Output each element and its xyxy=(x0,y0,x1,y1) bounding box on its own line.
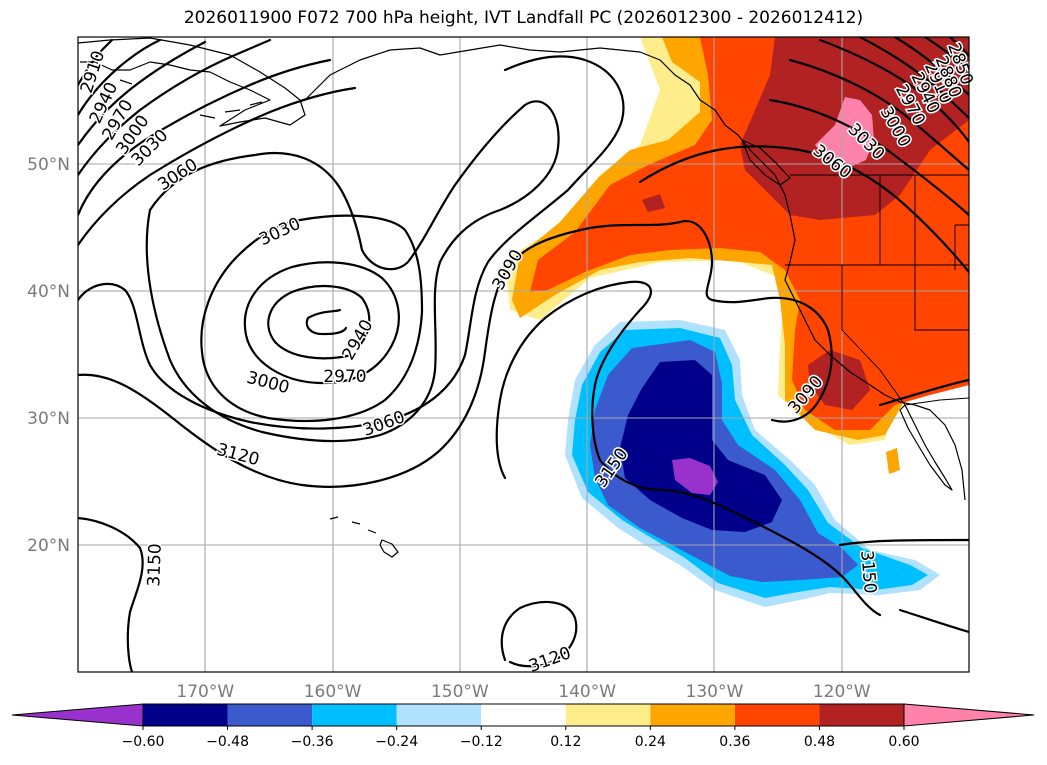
y-tick-label: 20°N xyxy=(27,536,70,556)
x-tick-label: 150°W xyxy=(431,682,489,702)
shade-pos-red-small xyxy=(642,194,665,212)
colorbar-tick-label: −0.12 xyxy=(460,734,503,750)
shade-pos-orange-island xyxy=(886,448,900,474)
colorbar-segment xyxy=(143,704,228,726)
contour-label: 3030 xyxy=(256,214,304,250)
x-tick-label: 130°W xyxy=(686,682,744,702)
colorbar-extend-low xyxy=(11,703,144,727)
us-mexico-border xyxy=(904,397,969,406)
contour-2850-east xyxy=(948,37,969,58)
contour-3090-east xyxy=(878,378,969,407)
alaska-coast xyxy=(78,37,306,127)
colorbar-segment xyxy=(650,704,735,726)
aleutian-islands xyxy=(119,79,263,119)
contour-label: 3150 xyxy=(144,543,165,587)
contour-3120-south xyxy=(500,601,578,668)
colorbar-segment xyxy=(565,704,651,726)
contour-label: 2940 xyxy=(339,316,378,363)
colorbar-tick-label: 0.60 xyxy=(888,734,919,750)
shade-pos-pink xyxy=(815,97,874,167)
contour-label: 3060 xyxy=(360,407,407,441)
colorbar-segment xyxy=(481,704,566,726)
colorbar-tick-label: −0.36 xyxy=(291,734,334,750)
colorbar-tick-label: 0.36 xyxy=(719,734,750,750)
x-tick-label: 120°W xyxy=(813,682,871,702)
contour-3120-east xyxy=(898,608,969,634)
contour-2910-east xyxy=(893,37,969,97)
height-contours xyxy=(78,37,969,672)
colorbar-segment xyxy=(227,704,313,726)
y-tick-label: 50°N xyxy=(27,155,70,175)
contour-3000-low xyxy=(243,261,400,385)
contour-2910-nw xyxy=(78,38,114,87)
x-tick-label: 140°W xyxy=(558,682,616,702)
gulf-of-alaska-coast xyxy=(304,44,966,501)
colorbar-segment xyxy=(734,704,820,726)
colorbar: −0.60 −0.48 −0.36 −0.24 −0.12 0.12 0.24 0.36 0.4… xyxy=(11,703,1035,750)
contour-2970-low xyxy=(267,285,371,360)
us-state-borders xyxy=(785,175,969,406)
contour-label: 3000 xyxy=(245,368,292,399)
graticule xyxy=(78,37,969,672)
colorbar-tick-label: 0.48 xyxy=(804,734,835,750)
colorbar-tick-label: −0.48 xyxy=(206,734,249,750)
contour-label: 3150 xyxy=(856,550,880,595)
ivt-shading xyxy=(505,37,969,607)
baja-california xyxy=(899,404,953,491)
contour-3030-low xyxy=(200,214,424,423)
colorbar-extend-high xyxy=(903,703,1035,727)
contour-3000-nw xyxy=(78,38,272,177)
contour-3150-east xyxy=(495,280,882,617)
contour-label: 2970 xyxy=(323,367,366,387)
contour-3060-east xyxy=(638,145,969,274)
contour-3060-nw xyxy=(78,86,357,247)
y-tick-label: 40°N xyxy=(27,282,70,302)
colorbar-segment xyxy=(312,704,397,726)
coastlines xyxy=(78,37,969,558)
contour-3150-east2 xyxy=(838,538,969,547)
colorbar-outline xyxy=(142,703,905,727)
contour-2970-east xyxy=(818,38,969,144)
contour-3060-low xyxy=(145,100,560,443)
colorbar-segment xyxy=(819,704,904,726)
contour-2880-east xyxy=(923,37,969,74)
contour-2970-nw xyxy=(78,40,207,147)
contour-3000-east xyxy=(788,58,969,172)
hawaii-islands xyxy=(329,516,399,558)
x-tick-label: 170°W xyxy=(176,682,234,702)
vancouver-island xyxy=(741,139,791,186)
x-tick-labels: 170°W 160°W 150°W 140°W 130°W 120°W xyxy=(176,682,870,702)
contour-3150-west xyxy=(78,516,144,672)
map-title: 2026011900 F072 700 hPa height, IVT Land… xyxy=(183,8,864,28)
colorbar-tick-label: 0.24 xyxy=(635,734,666,750)
map-frame xyxy=(77,36,970,673)
shade-neg-purple xyxy=(672,458,718,495)
contour-3090 xyxy=(78,55,625,430)
contour-2940-east xyxy=(858,37,969,120)
contour-2940-center xyxy=(305,308,348,336)
colorbar-tick-label: −0.60 xyxy=(122,734,165,750)
y-tick-labels: 50°N 40°N 30°N 20°N xyxy=(27,155,70,556)
colorbar-segment xyxy=(396,704,482,726)
contour-2940-nw xyxy=(78,38,162,117)
contour-3030-east xyxy=(768,98,969,217)
colorbar-tick-label: 0.12 xyxy=(550,734,581,750)
contour-label: 3120 xyxy=(215,440,262,471)
contour-label: 3060 xyxy=(154,155,201,195)
shade-pos-red-south xyxy=(808,350,870,410)
x-tick-label: 160°W xyxy=(304,682,362,702)
contour-3120 xyxy=(78,219,833,488)
contour-3030-nw xyxy=(78,58,332,217)
y-tick-label: 30°N xyxy=(27,409,70,429)
colorbar-tick-label: −0.24 xyxy=(375,734,418,750)
